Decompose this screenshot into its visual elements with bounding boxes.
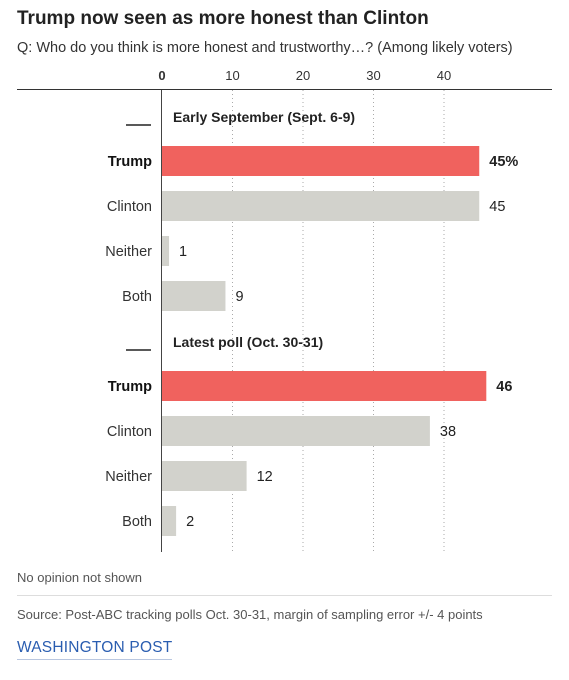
- bar: [162, 281, 226, 311]
- data-label: 1: [179, 244, 187, 260]
- bar: [162, 371, 487, 401]
- bar: [162, 236, 170, 266]
- bar: [162, 146, 480, 176]
- data-label: 46: [496, 379, 512, 395]
- group-header-label: Early September (Sept. 6-9): [173, 109, 355, 125]
- category-label: Trump: [108, 154, 152, 170]
- data-label: 2: [186, 514, 194, 530]
- chart-subtitle: Q: Who do you think is more honest and t…: [17, 40, 513, 56]
- category-label: Neither: [105, 244, 152, 260]
- data-label: 38: [440, 424, 456, 440]
- x-tick-label: 20: [296, 68, 310, 83]
- data-label: 12: [257, 469, 273, 485]
- data-label: 45%: [489, 154, 518, 170]
- data-label: 9: [235, 289, 243, 305]
- footnote: No opinion not shown: [17, 570, 143, 585]
- bar-chart: 0 10 20 30 40 Early September (Sept. 6-9) Trum…: [17, 68, 552, 552]
- x-tick-label: 0: [158, 68, 165, 83]
- x-tick-label: 10: [225, 68, 239, 83]
- category-label: Neither: [105, 469, 152, 485]
- category-label: Clinton: [107, 199, 152, 215]
- group-header-label: Latest poll (Oct. 30-31): [173, 334, 323, 350]
- category-label: Clinton: [107, 424, 152, 440]
- category-label: Both: [122, 289, 152, 305]
- chart-title: Trump now seen as more honest than Clint…: [17, 8, 429, 29]
- bar: [162, 461, 247, 491]
- publisher-credit[interactable]: WASHINGTON POST: [17, 639, 173, 660]
- category-label: Trump: [108, 379, 152, 395]
- bar: [162, 191, 480, 221]
- bar: [162, 506, 177, 536]
- category-label: Both: [122, 514, 152, 530]
- data-label: 45: [489, 199, 505, 215]
- x-tick-label: 30: [366, 68, 380, 83]
- source-note: Source: Post-ABC tracking polls Oct. 30-…: [17, 607, 483, 622]
- bar: [162, 416, 430, 446]
- x-tick-label: 40: [437, 68, 451, 83]
- footer-divider: [17, 595, 552, 596]
